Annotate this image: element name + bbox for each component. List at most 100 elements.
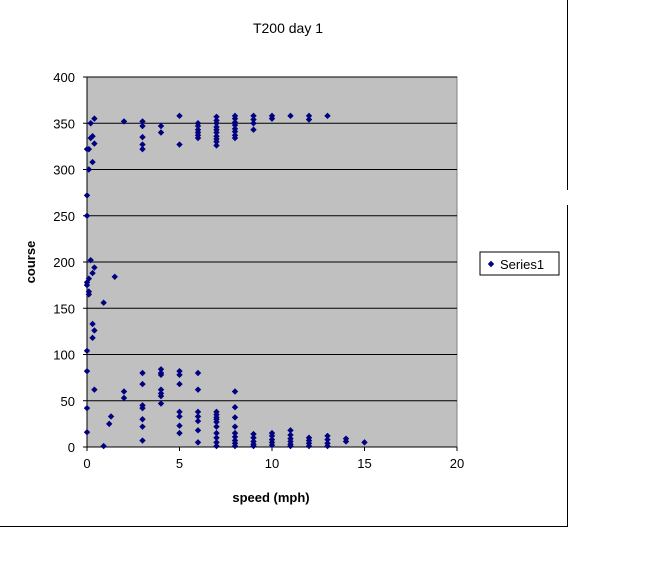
data-point	[250, 434, 257, 441]
data-point	[89, 334, 96, 342]
frame-bottom-line	[0, 526, 568, 527]
y-tick-label: 0	[68, 440, 75, 455]
data-point	[139, 404, 146, 412]
data-point	[91, 115, 98, 122]
data-point	[194, 122, 202, 130]
x-tick-label: 10	[265, 456, 279, 471]
data-point	[120, 394, 128, 402]
data-point	[213, 113, 220, 120]
data-point	[194, 427, 202, 434]
data-point	[324, 112, 331, 120]
chart-title: T200 day 1	[253, 20, 323, 36]
data-point	[139, 423, 146, 430]
data-point	[231, 433, 239, 441]
data-point	[287, 427, 294, 434]
y-axis-label: course	[23, 241, 38, 284]
data-point	[139, 437, 146, 444]
x-tick-label: 15	[357, 456, 371, 471]
data-point	[194, 369, 202, 377]
data-point	[231, 128, 239, 135]
data-point	[83, 367, 91, 375]
data-point	[100, 442, 107, 450]
data-point	[287, 112, 294, 120]
data-point	[106, 420, 113, 428]
data-point	[324, 436, 331, 443]
data-point	[231, 429, 239, 437]
data-point	[176, 141, 183, 148]
data-point	[139, 380, 146, 388]
data-point	[305, 442, 313, 450]
data-point	[157, 371, 165, 379]
data-point	[176, 112, 183, 120]
data-point	[139, 369, 146, 377]
data-point	[194, 134, 202, 142]
data-points	[83, 112, 368, 450]
data-point	[250, 120, 257, 127]
data-point	[250, 430, 257, 438]
data-point	[91, 386, 98, 393]
data-point	[83, 404, 91, 412]
data-point	[157, 392, 165, 400]
data-point	[268, 441, 276, 449]
data-point	[231, 423, 239, 430]
data-point	[231, 388, 239, 395]
data-point	[287, 431, 294, 439]
data-point	[231, 414, 239, 421]
data-point	[287, 442, 294, 450]
data-point	[107, 413, 115, 420]
data-point	[85, 166, 93, 173]
y-tick-label: 200	[53, 255, 75, 270]
data-point	[213, 129, 220, 136]
data-point	[83, 347, 91, 354]
data-point	[231, 121, 239, 129]
frame-right-line	[567, 0, 568, 190]
data-point	[213, 423, 220, 430]
data-point	[231, 404, 239, 411]
data-point	[250, 442, 257, 450]
data-point	[324, 442, 331, 450]
data-point	[83, 212, 91, 219]
legend-entry-series1: Series1	[500, 257, 544, 272]
data-point	[194, 386, 202, 393]
data-point	[231, 442, 239, 450]
data-point	[194, 413, 202, 420]
legend-marker-diamond	[487, 260, 495, 268]
data-point	[213, 138, 220, 145]
data-point	[305, 112, 313, 120]
data-point	[157, 129, 165, 136]
y-tick-label: 50	[61, 394, 75, 409]
data-point	[100, 299, 107, 306]
y-tick-label: 150	[53, 301, 75, 316]
y-tick-label: 400	[53, 70, 75, 85]
data-point	[111, 273, 118, 280]
x-tick-label: 20	[450, 456, 464, 471]
data-point	[231, 134, 239, 142]
x-tick-label: 5	[176, 456, 183, 471]
data-point	[268, 432, 276, 440]
data-point	[157, 386, 165, 393]
data-point	[231, 115, 239, 122]
data-point	[250, 112, 257, 120]
data-point	[89, 158, 96, 166]
data-point	[83, 192, 91, 199]
data-point	[157, 366, 165, 373]
x-tick-label: 0	[83, 456, 90, 471]
data-point	[194, 439, 202, 446]
data-point	[85, 291, 93, 298]
data-point	[176, 380, 183, 388]
data-point	[139, 416, 146, 423]
data-point	[213, 418, 220, 426]
data-point	[83, 429, 91, 436]
data-point	[213, 429, 220, 437]
data-point	[213, 434, 220, 441]
data-point	[120, 388, 128, 395]
data-point	[268, 115, 276, 122]
data-point	[213, 442, 220, 450]
data-point	[176, 371, 183, 379]
data-point	[342, 438, 350, 445]
y-tick-label: 250	[53, 209, 75, 224]
data-point	[89, 133, 96, 140]
data-point	[85, 275, 93, 282]
